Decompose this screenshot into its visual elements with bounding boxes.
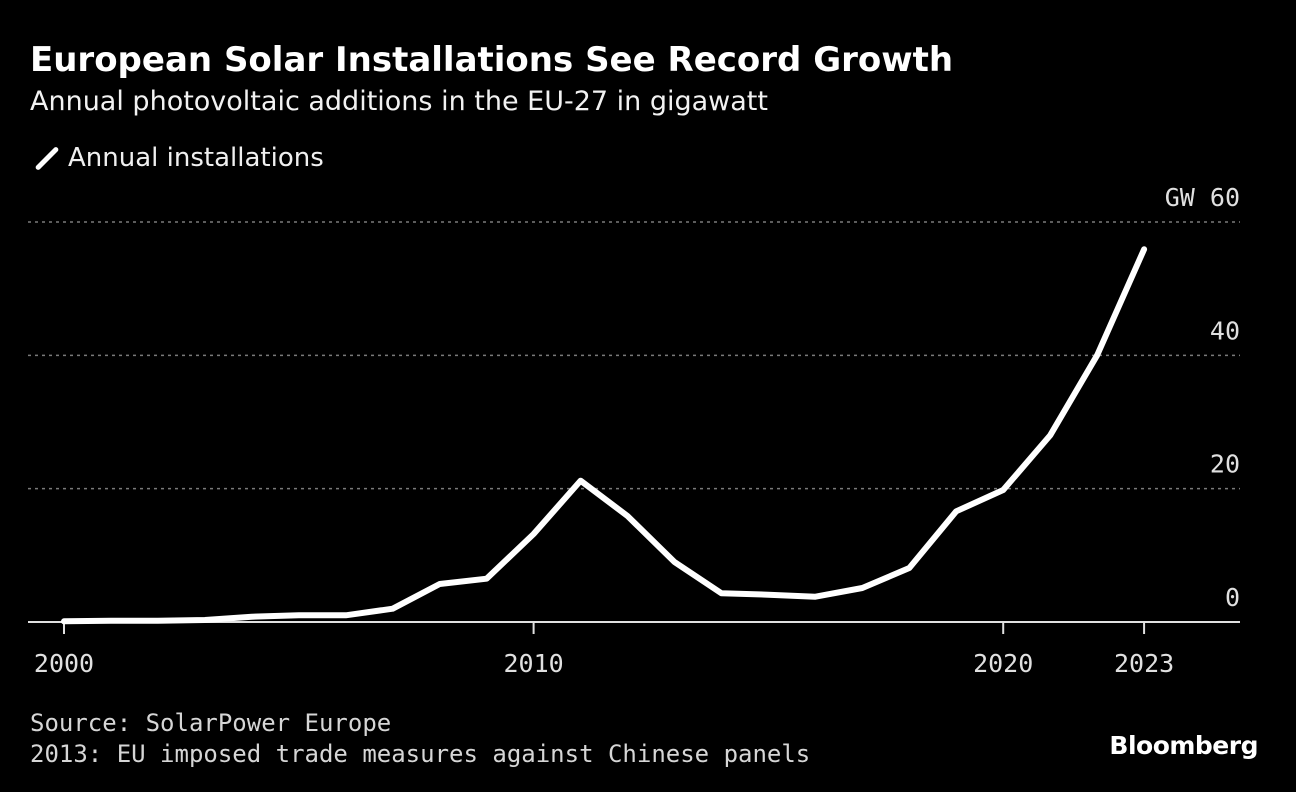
data-point-2009 [486, 578, 487, 579]
data-point-2008 [439, 584, 440, 585]
x-tick-label-2020: 2020 [973, 649, 1033, 678]
data-point-2021 [1050, 435, 1051, 436]
series [61, 246, 1148, 625]
data-point-2011 [580, 480, 581, 481]
y-tick-label-40: 40 [1210, 316, 1240, 345]
gridlines [28, 221, 1240, 490]
data-point-2007 [392, 608, 393, 609]
data-point-2016 [815, 596, 816, 597]
data-point-2010 [533, 534, 534, 535]
legend-label: Annual installations [68, 143, 324, 173]
series-line-annual-installations [61, 246, 1148, 625]
legend: Annual installations [30, 142, 324, 174]
y-axis-labels: 0 20 40 GW 60 [1165, 183, 1240, 612]
trade-note: 2013: EU imposed trade measures against … [30, 740, 811, 768]
footer: Source: SolarPower Europe 2013: EU impos… [30, 708, 810, 770]
x-tick-label-2000: 2000 [34, 649, 94, 678]
chart-subtitle: Annual photovoltaic additions in the EU-… [30, 86, 768, 117]
data-point-2017 [862, 588, 863, 589]
y-tick-label-60: GW 60 [1165, 183, 1240, 212]
data-point-2015 [768, 594, 769, 595]
x-tick-label-2023: 2023 [1114, 649, 1174, 678]
data-point-2005 [298, 615, 299, 616]
y-tick-label-20: 20 [1210, 450, 1240, 479]
data-point-2014 [721, 593, 722, 594]
data-point-2012 [627, 516, 628, 517]
x-axis-labels: 2000 2010 2020 2023 [34, 622, 1174, 678]
data-point-2002 [157, 620, 158, 621]
chart-title: European Solar Installations See Record … [30, 40, 954, 80]
data-point-2020 [1003, 490, 1004, 491]
bloomberg-logo: Bloomberg [1109, 731, 1258, 760]
data-point-2019 [956, 511, 957, 512]
data-point-2023 [1144, 249, 1145, 250]
source-note: Source: SolarPower Europe [30, 709, 392, 737]
data-point-2022 [1097, 355, 1098, 356]
x-tick-label-2010: 2010 [503, 649, 563, 678]
data-point-2000 [64, 621, 65, 622]
data-point-2001 [110, 620, 111, 621]
data-point-2003 [204, 620, 205, 621]
y-tick-label-0: 0 [1225, 583, 1240, 612]
data-point-2006 [345, 615, 346, 616]
data-point-2018 [909, 568, 910, 569]
data-point-2004 [251, 616, 252, 617]
line-chart: 0 20 40 GW 60 2000 2010 2020 2023 [28, 183, 1240, 678]
data-point-2013 [674, 562, 675, 563]
